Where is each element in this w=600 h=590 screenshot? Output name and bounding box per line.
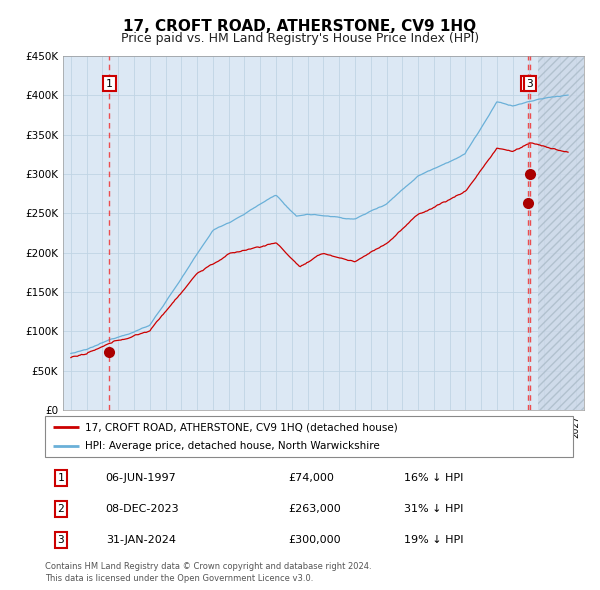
- Text: 16% ↓ HPI: 16% ↓ HPI: [404, 473, 463, 483]
- Text: £300,000: £300,000: [288, 535, 341, 545]
- Text: 19% ↓ HPI: 19% ↓ HPI: [404, 535, 464, 545]
- Text: Price paid vs. HM Land Registry's House Price Index (HPI): Price paid vs. HM Land Registry's House …: [121, 32, 479, 45]
- Text: £74,000: £74,000: [288, 473, 334, 483]
- Bar: [538, 56, 584, 410]
- Text: 31-JAN-2024: 31-JAN-2024: [106, 535, 176, 545]
- Text: 1: 1: [58, 473, 64, 483]
- Text: 2: 2: [524, 78, 531, 88]
- FancyBboxPatch shape: [45, 416, 573, 457]
- Text: 31% ↓ HPI: 31% ↓ HPI: [404, 504, 463, 514]
- Text: 1: 1: [106, 78, 113, 88]
- Text: 17, CROFT ROAD, ATHERSTONE, CV9 1HQ (detached house): 17, CROFT ROAD, ATHERSTONE, CV9 1HQ (det…: [85, 422, 397, 432]
- Text: HPI: Average price, detached house, North Warwickshire: HPI: Average price, detached house, Nort…: [85, 441, 379, 451]
- Text: £263,000: £263,000: [288, 504, 341, 514]
- Text: 3: 3: [526, 78, 533, 88]
- Text: 17, CROFT ROAD, ATHERSTONE, CV9 1HQ: 17, CROFT ROAD, ATHERSTONE, CV9 1HQ: [124, 19, 476, 34]
- Text: 06-JUN-1997: 06-JUN-1997: [106, 473, 176, 483]
- Text: 3: 3: [58, 535, 64, 545]
- Text: Contains HM Land Registry data © Crown copyright and database right 2024.
This d: Contains HM Land Registry data © Crown c…: [45, 562, 371, 583]
- Text: 08-DEC-2023: 08-DEC-2023: [106, 504, 179, 514]
- Text: 2: 2: [58, 504, 64, 514]
